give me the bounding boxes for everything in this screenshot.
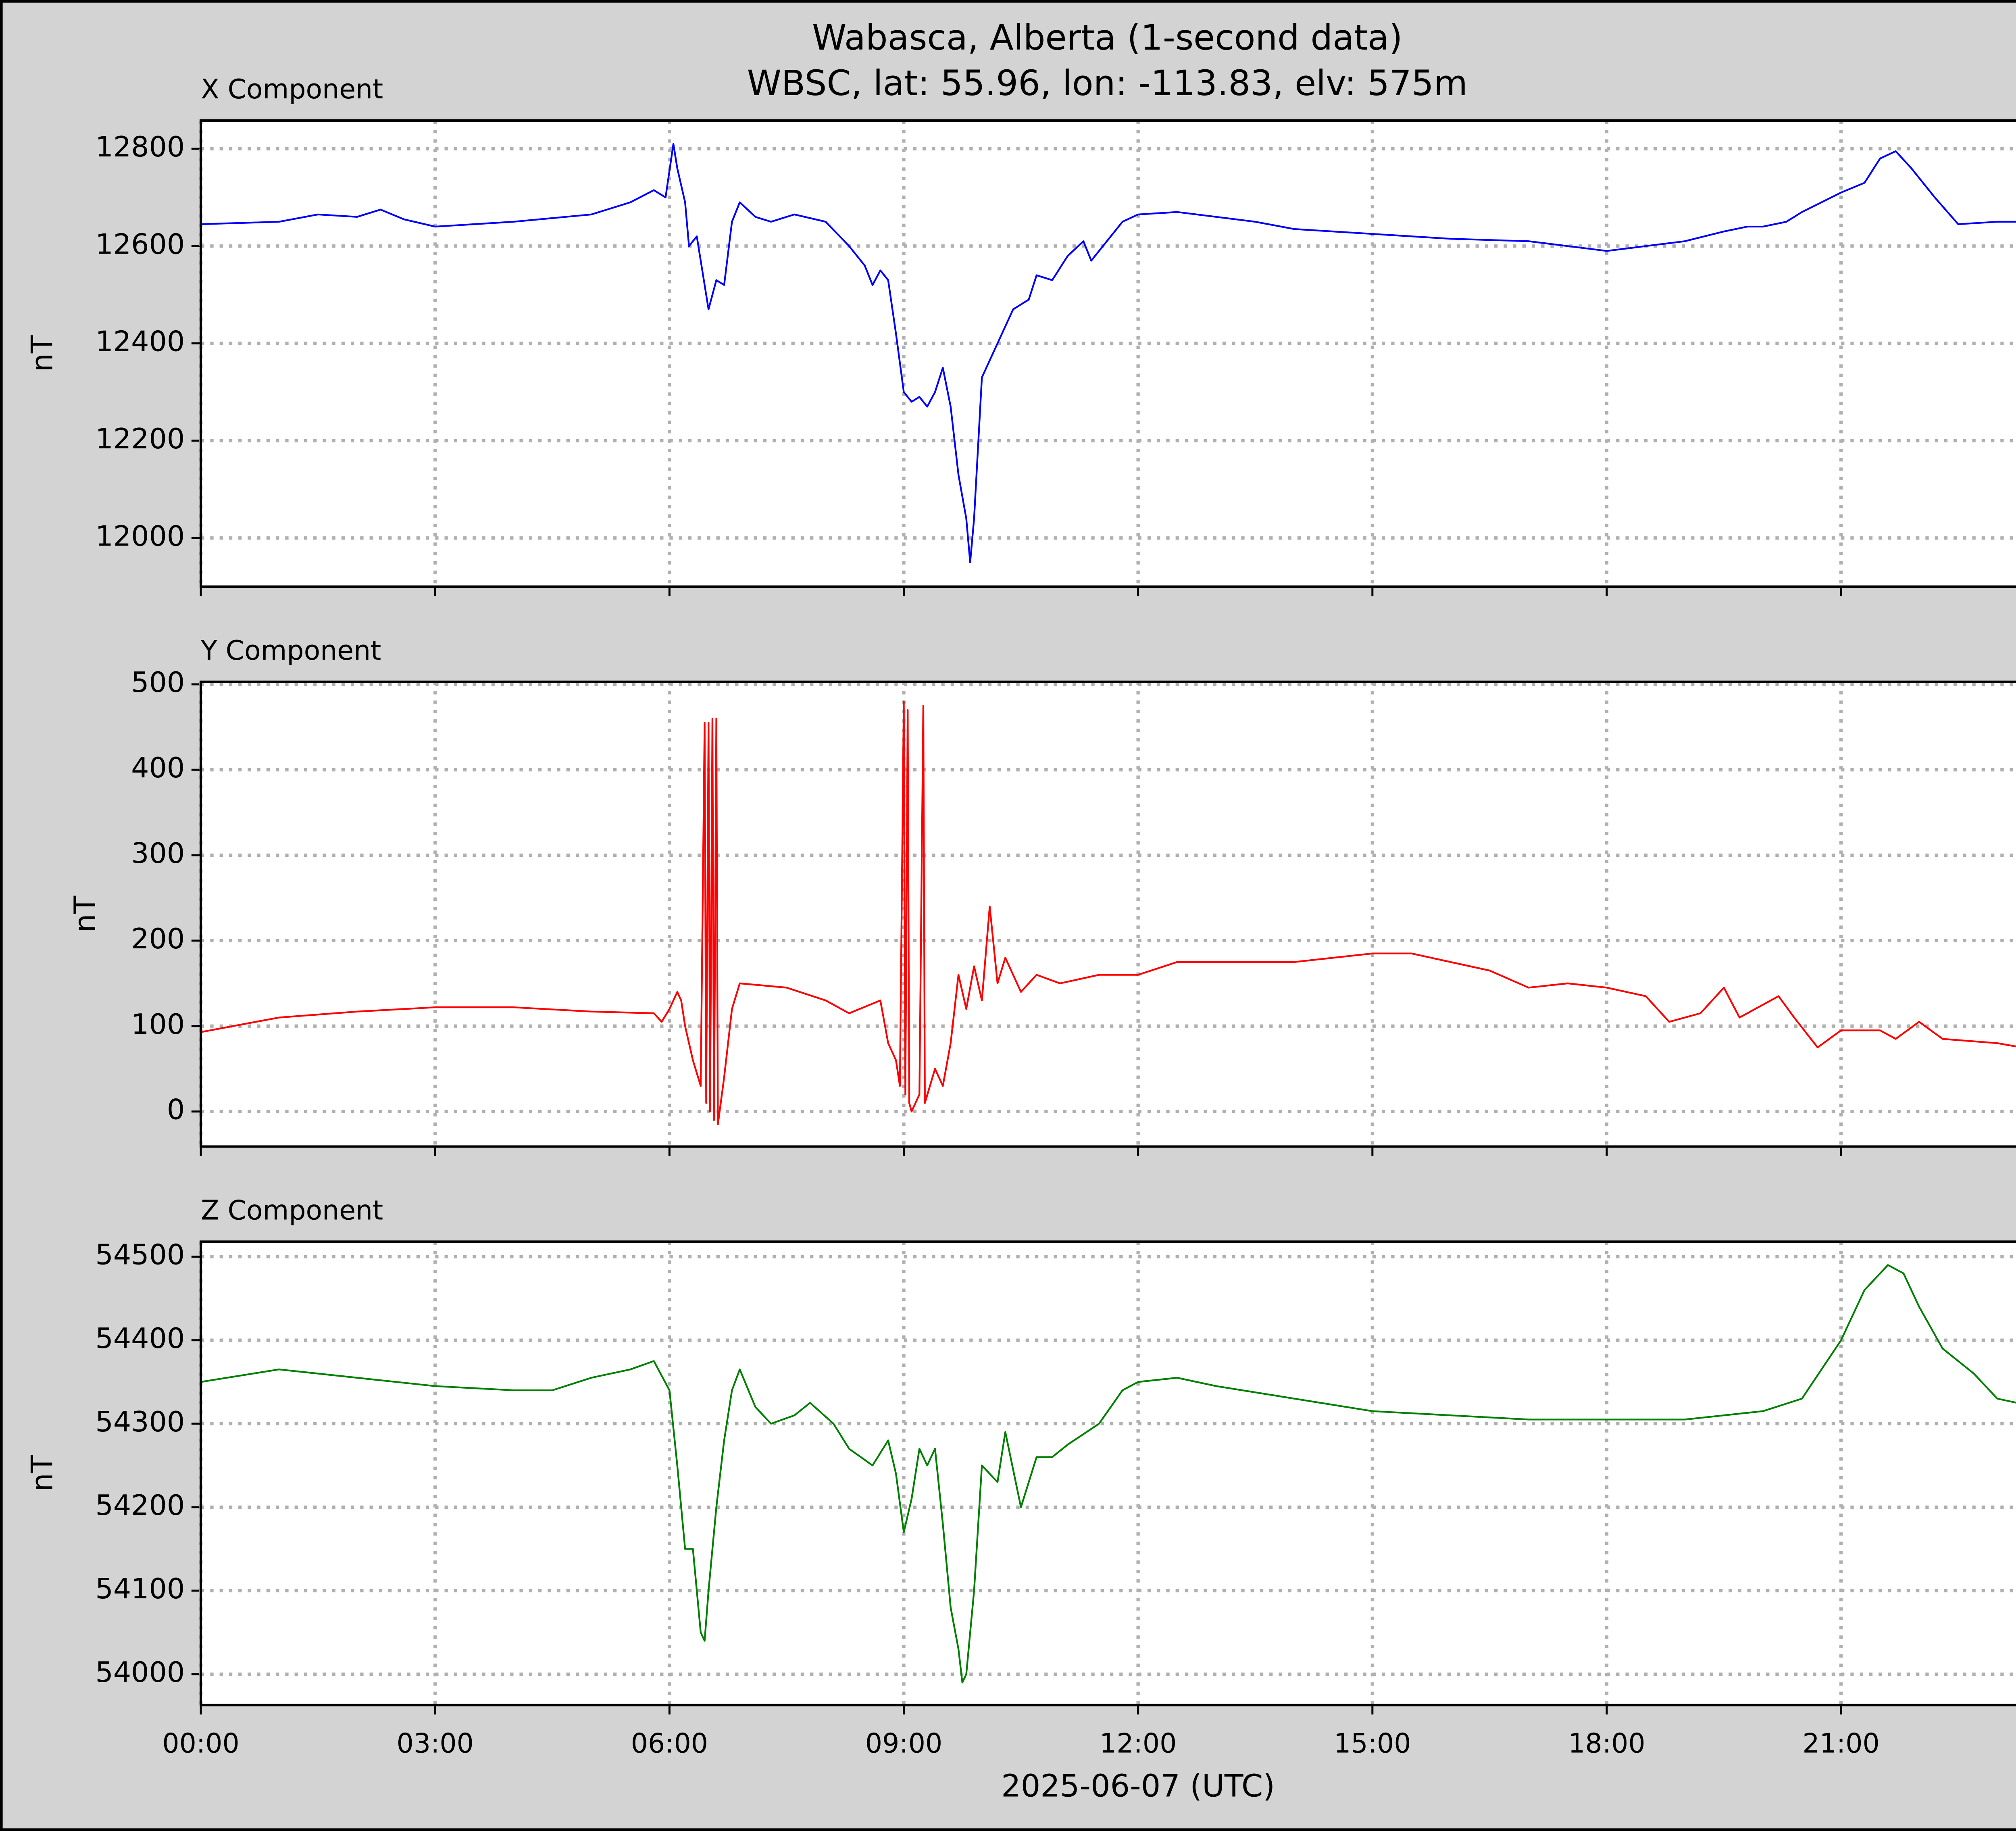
x-tick-label: 06:00 bbox=[631, 1727, 708, 1759]
plot-frame bbox=[200, 1240, 2016, 1706]
y-tick-label: 12600 bbox=[95, 228, 185, 260]
panel-title: X Component bbox=[201, 73, 383, 105]
plot-area bbox=[201, 120, 2016, 587]
y-tick-label: 400 bbox=[131, 752, 185, 784]
y-tick-label: 500 bbox=[131, 666, 185, 699]
y-tick-label: 12200 bbox=[95, 423, 185, 455]
y-axis-label: nT bbox=[25, 335, 60, 372]
data-line bbox=[201, 143, 2016, 563]
y-axis-label: nT bbox=[25, 1455, 60, 1491]
x-tick-label: 18:00 bbox=[1568, 1727, 1645, 1759]
plot-area bbox=[201, 681, 2016, 1147]
y-tick-label: 54300 bbox=[95, 1406, 185, 1438]
x-tick-label: 09:00 bbox=[865, 1727, 942, 1759]
y-tick-label: 54100 bbox=[95, 1573, 185, 1605]
plot-area bbox=[201, 1241, 2016, 1705]
plot-frame bbox=[200, 680, 2016, 1148]
y-tick-label: 54400 bbox=[95, 1322, 185, 1355]
figure-title: Wabasca, Alberta (1-second data) bbox=[812, 18, 1403, 58]
y-tick-label: 100 bbox=[131, 1008, 185, 1041]
data-line bbox=[201, 700, 2016, 1125]
y-axis-label: nT bbox=[68, 896, 102, 932]
x-tick-label: 03:00 bbox=[397, 1727, 474, 1759]
x-tick-label: 15:00 bbox=[1334, 1727, 1411, 1759]
y-tick-label: 54000 bbox=[95, 1656, 185, 1689]
y-tick-label: 54200 bbox=[95, 1489, 185, 1522]
y-tick-label: 300 bbox=[131, 837, 185, 870]
y-tick-label: 12000 bbox=[95, 520, 185, 552]
x-tick-label: 21:00 bbox=[1802, 1727, 1879, 1759]
x-tick-label: 00:00 bbox=[162, 1727, 239, 1759]
x-axis-label: 2025-06-07 (UTC) bbox=[1001, 1769, 1275, 1804]
plot-frame bbox=[200, 119, 2016, 588]
y-tick-label: 200 bbox=[131, 923, 185, 955]
y-tick-label: 0 bbox=[167, 1094, 185, 1126]
data-line bbox=[201, 1264, 2016, 1683]
y-tick-label: 54500 bbox=[95, 1239, 185, 1271]
panel-title: Y Component bbox=[200, 635, 381, 666]
y-tick-label: 12400 bbox=[95, 325, 185, 358]
panel-title: Z Component bbox=[201, 1194, 383, 1226]
x-tick-label: 12:00 bbox=[1100, 1727, 1177, 1759]
figure-subtitle: WBSC, lat: 55.96, lon: -113.83, elv: 575… bbox=[747, 63, 1468, 104]
y-tick-label: 12800 bbox=[95, 131, 185, 163]
